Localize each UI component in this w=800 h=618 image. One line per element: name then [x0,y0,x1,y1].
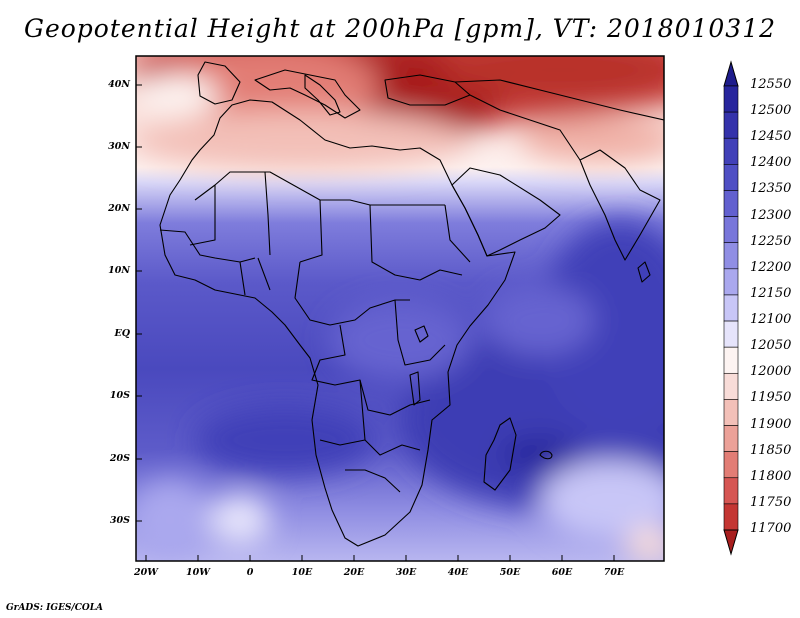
lat-label-10n: 10N [108,265,130,276]
colorbar-label: 12250 [750,233,792,249]
colorbar-label: 11700 [750,521,792,536]
lon-label-30e: 30E [395,567,417,578]
lon-label-50e: 50E [499,567,521,578]
colorbar-label: 12300 [750,207,792,223]
colorbar-arrow-top [723,60,739,87]
colorbar-swatch [723,320,739,348]
colorbar-label: 12350 [750,181,792,197]
lon-label-20w: 20W [134,567,158,578]
colorbar-label: 12500 [750,103,792,119]
colorbar-swatch [723,268,739,296]
colorbar-swatch [723,372,739,400]
colorbar-label: 12050 [750,338,792,354]
colorbar-swatch [723,503,739,531]
colorbar-swatch [723,242,739,270]
lat-label-30n: 30N [108,141,130,152]
colorbar-swatch [723,477,739,505]
lon-label-60e: 60E [551,567,573,578]
colorbar-label: 11900 [750,416,792,432]
lat-label-40n: 40N [108,79,130,90]
colorbar-swatch [723,346,739,374]
plot-frame [135,55,665,562]
axis-ticks [136,84,615,561]
colorbar-label: 12000 [750,364,792,380]
lat-label-eq: EQ [114,328,130,339]
lat-label-30s: 30S [109,515,130,526]
colorbar-label: 12400 [750,155,792,171]
colorbar-swatch [723,294,739,322]
colorbar-swatch [723,111,739,139]
lon-label-70e: 70E [603,567,625,578]
lon-label-10w: 10W [186,567,210,578]
lat-label-20s: 20S [109,453,130,464]
lat-label-10s: 10S [109,390,130,401]
lon-label-20e: 20E [343,567,365,578]
coastlines [159,61,664,547]
colorbar-label: 11800 [750,468,792,484]
colorbar-label: 12550 [750,77,792,92]
colorbar-swatch [723,85,739,113]
colorbar [723,60,739,556]
lat-label-20n: 20N [108,203,130,214]
colorbar-swatch [723,137,739,165]
colorbar-label: 11850 [750,442,792,458]
grads-credit: GrADS: IGES/COLA [6,603,104,613]
lon-label-10e: 10E [291,567,313,578]
colorbar-label: 11750 [750,494,792,510]
lon-label-40e: 40E [447,567,469,578]
colorbar-swatch [723,399,739,426]
colorbar-label: 12150 [750,285,792,301]
colorbar-swatch [723,216,739,244]
colorbar-label: 12450 [750,129,792,145]
colorbar-swatch [723,451,739,479]
colorbar-swatch [723,425,739,452]
lon-label-0: 0 [246,567,254,578]
colorbar-swatch [723,164,739,191]
colorbar-label: 12100 [750,312,792,328]
height-field [136,56,664,561]
colorbar-label: 11950 [750,390,792,406]
colorbar-swatch [723,190,739,217]
map-title: Geopotential Height at 200hPa [gpm], VT:… [23,14,777,43]
colorbar-label: 12200 [750,259,792,275]
colorbar-arrow-bottom [723,529,739,556]
